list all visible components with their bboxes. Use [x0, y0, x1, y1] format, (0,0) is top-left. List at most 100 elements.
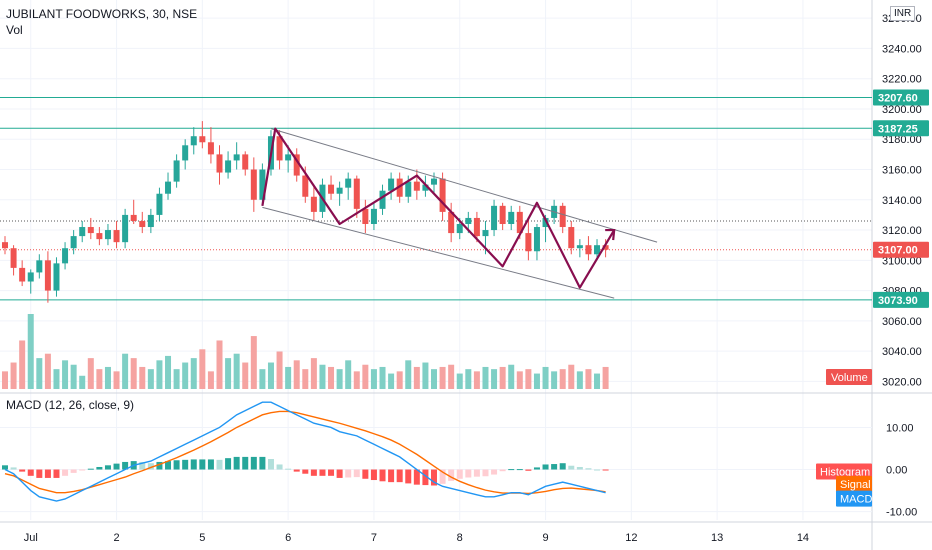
candle-body [516, 211, 523, 234]
candle-body [328, 184, 335, 194]
candle-body [19, 267, 26, 282]
histogram-bar [370, 469, 377, 481]
histogram-bar [242, 456, 249, 470]
candle-body [439, 178, 446, 212]
volume-bar [439, 366, 446, 389]
volume-bar [233, 353, 240, 389]
price-tick-label: 3180.00 [882, 134, 922, 146]
candle-body [388, 178, 395, 191]
candle-body [310, 196, 317, 212]
volume-bar [448, 364, 455, 389]
macd-tick-label: 0.00 [886, 465, 907, 477]
macd-tick-label: -10.00 [886, 507, 917, 519]
histogram-bar [27, 469, 34, 476]
histogram-bar [542, 464, 549, 470]
volume-bar [328, 366, 335, 389]
volume-bar [267, 362, 274, 389]
histogram-bar [199, 459, 206, 470]
volume-bar [370, 369, 377, 389]
candle-body [242, 154, 249, 170]
candle-body [499, 205, 506, 224]
volume-bar [310, 358, 317, 389]
histogram-bar [2, 465, 8, 470]
volume-bar [499, 366, 506, 389]
price-tick-label: 3040.00 [882, 346, 922, 358]
volume-bar [568, 364, 575, 389]
time-axis-label: 12 [625, 532, 637, 544]
histogram-bar [165, 461, 172, 470]
candle-body [173, 160, 180, 182]
histogram-bar [70, 469, 77, 473]
volume-bar [259, 369, 266, 389]
histogram-bar [53, 469, 60, 478]
volume-bar [173, 369, 180, 389]
volume-bar [602, 366, 609, 389]
volume-bar [345, 360, 352, 389]
histogram-bar [448, 469, 455, 481]
hline-price-tag: 3073.90 [878, 295, 918, 307]
histogram-bar [267, 459, 274, 470]
histogram-bar [293, 469, 300, 472]
candle-body [259, 169, 266, 200]
volume-bar [70, 364, 77, 389]
volume-bar [19, 340, 26, 389]
volume-bar [405, 360, 412, 389]
volume-bar [216, 340, 223, 389]
histogram-bar [156, 461, 163, 470]
candle-body [379, 190, 386, 209]
candle-body [62, 248, 69, 264]
histogram-bar [250, 456, 257, 470]
candle-body [190, 136, 197, 146]
candle-body [585, 245, 592, 255]
histogram-bar [302, 469, 309, 474]
signal-tag-bg [836, 476, 872, 493]
histogram-bar [602, 469, 609, 471]
volume-bar [413, 366, 420, 389]
histogram-bar [96, 466, 103, 470]
histogram-bar [336, 469, 343, 478]
candle-body [422, 184, 429, 191]
volume-bar [362, 364, 369, 389]
volume-bar [225, 358, 232, 389]
volume-bar [207, 371, 214, 389]
time-axis-label: 13 [711, 532, 723, 544]
volume-bar [525, 369, 532, 389]
histogram-bar [431, 469, 437, 486]
macd-line [4, 401, 606, 502]
hline-price-tag: 3207.60 [878, 92, 918, 104]
histogram-bar [525, 469, 532, 471]
histogram-bar [473, 469, 480, 477]
histogram-bar [147, 463, 154, 470]
channel-lower-line [262, 206, 615, 299]
currency-badge[interactable]: INR [890, 6, 916, 21]
volume-bar [491, 369, 498, 389]
histogram-bar [207, 459, 214, 470]
candle-body [336, 187, 343, 194]
hline-price-tag-bg [873, 291, 929, 308]
volume-bar [542, 366, 549, 389]
candle-body [113, 230, 120, 243]
candle-body [130, 214, 137, 221]
candle-body [559, 205, 566, 228]
candle-body [139, 220, 146, 228]
candle-body [508, 211, 515, 224]
candle-body [216, 154, 223, 173]
volume-button: Volume [831, 372, 868, 384]
volume-bar [465, 369, 472, 389]
volume-bar [87, 358, 94, 389]
histogram-bar [559, 463, 566, 470]
candle-body [53, 263, 60, 291]
time-axis-label: 9 [542, 532, 548, 544]
candle-body [602, 245, 609, 250]
histogram-bar [113, 463, 120, 470]
last-price-tag: 3107.00 [878, 245, 918, 257]
candle-body [456, 224, 463, 234]
histogram-bar [499, 469, 506, 472]
price-tick-label: 3200.00 [882, 104, 922, 116]
hline-price-tag: 3187.25 [878, 123, 918, 135]
candle-body [525, 233, 532, 252]
histogram-bar [353, 469, 360, 478]
volume-bar [182, 362, 189, 389]
histogram-bar [388, 469, 395, 483]
